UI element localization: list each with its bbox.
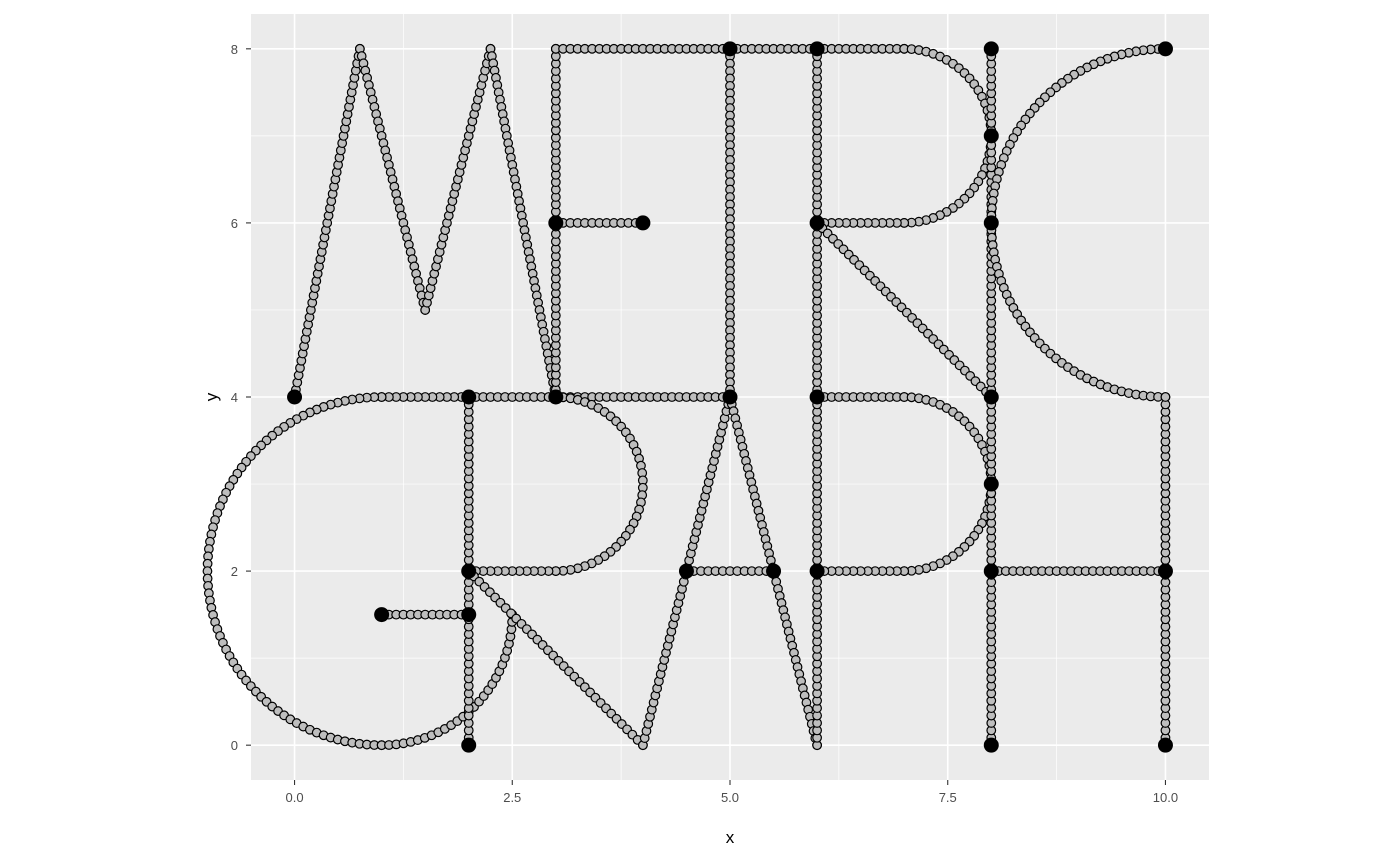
- node-point: [374, 607, 390, 623]
- node-point: [1157, 737, 1173, 753]
- x-axis-ticks: 0.0 2.5 5.0 7.5 10.0: [286, 780, 1178, 805]
- y-tick-label: 2: [231, 564, 238, 579]
- node-point: [809, 215, 825, 231]
- node-point: [461, 563, 477, 579]
- node-point: [287, 389, 303, 405]
- y-tick-label: 0: [231, 738, 238, 753]
- node-point: [809, 389, 825, 405]
- y-tick-label: 4: [231, 390, 238, 405]
- node-point: [1157, 41, 1173, 57]
- x-tick-label: 7.5: [939, 790, 957, 805]
- node-point: [809, 563, 825, 579]
- node-point: [1157, 563, 1173, 579]
- data-points: [202, 43, 1171, 751]
- node-point: [722, 41, 738, 57]
- node-point: [809, 41, 825, 57]
- node-point: [983, 41, 999, 57]
- node-point: [722, 389, 738, 405]
- node-points: [287, 41, 1173, 753]
- node-point: [766, 563, 782, 579]
- node-point: [983, 563, 999, 579]
- data-point: [1160, 392, 1171, 402]
- y-axis-ticks: 0 2 4 6 8: [231, 42, 251, 753]
- node-point: [461, 607, 477, 623]
- node-point: [678, 563, 694, 579]
- node-point: [983, 476, 999, 492]
- x-axis-title: x: [726, 828, 735, 847]
- y-tick-label: 6: [231, 216, 238, 231]
- node-point: [983, 737, 999, 753]
- node-point: [461, 389, 477, 405]
- node-point: [548, 389, 564, 405]
- node-point: [983, 389, 999, 405]
- node-point: [548, 215, 564, 231]
- node-point: [983, 215, 999, 231]
- node-point: [983, 128, 999, 144]
- node-point: [635, 215, 651, 231]
- node-point: [461, 737, 477, 753]
- x-tick-label: 2.5: [503, 790, 521, 805]
- y-tick-label: 8: [231, 42, 238, 57]
- x-tick-label: 10.0: [1153, 790, 1178, 805]
- y-axis-title: y: [202, 392, 221, 401]
- x-tick-label: 5.0: [721, 790, 739, 805]
- x-tick-label: 0.0: [286, 790, 304, 805]
